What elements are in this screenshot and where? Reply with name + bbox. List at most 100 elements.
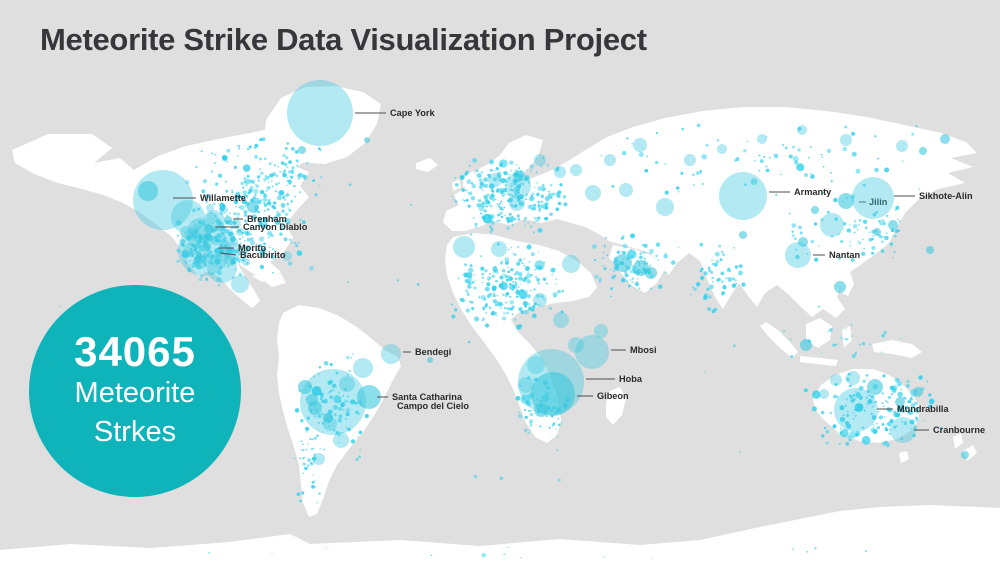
meteorite-circle-cranbourne[interactable] <box>890 417 916 443</box>
meteorite-label-bacubirito[interactable]: Bacubirito <box>240 250 286 260</box>
strike-dot <box>514 173 519 178</box>
strike-dot <box>228 212 231 215</box>
meteorite-label-cranbourne[interactable]: Cranbourne <box>933 425 985 435</box>
strike-dot <box>622 243 628 249</box>
meteorite-circle-bacubirito[interactable] <box>194 255 202 263</box>
strike-dot <box>884 167 890 173</box>
strike-dot <box>657 259 660 261</box>
strike-dot <box>636 278 639 280</box>
meteorite-circle-sikhote-alin[interactable] <box>852 177 894 219</box>
meteorite-circle-gibeon[interactable] <box>531 372 575 416</box>
strike-dot <box>451 314 456 319</box>
strike-dot <box>895 205 900 210</box>
strike-dot <box>512 179 514 181</box>
strike-dot <box>725 276 728 280</box>
meteorite-label-jilin[interactable]: Jilin <box>869 197 888 207</box>
strike-dot <box>871 245 876 251</box>
strike-dot <box>492 177 498 182</box>
meteorite-circle-canyon-diablo[interactable] <box>204 224 214 234</box>
meteorite-label-sikhote-alin[interactable]: Sikhote-Alin <box>919 191 973 201</box>
strike-dot <box>542 156 544 159</box>
strike-dot <box>335 431 340 435</box>
meteorite-circle-jilin[interactable] <box>838 193 854 209</box>
strike-dot <box>865 396 869 399</box>
meteorite-label-armanty[interactable]: Armanty <box>794 187 832 197</box>
strike-dot <box>223 237 226 239</box>
strike-dot <box>245 184 248 187</box>
strike-dot <box>191 233 195 238</box>
meteorite-circle-santa-catharina[interactable] <box>357 385 381 409</box>
strike-dot <box>844 404 847 407</box>
meteorite-label-willamette[interactable]: Willamette <box>200 193 246 203</box>
meteorite-circle-nantan[interactable] <box>785 242 811 268</box>
strike-dot <box>490 220 495 226</box>
strike-dot <box>467 341 471 344</box>
meteorite-circle-brenham[interactable] <box>224 216 232 224</box>
strike-dot <box>316 434 319 438</box>
strike-dot <box>59 306 62 308</box>
meteorite-label-cape-york[interactable]: Cape York <box>390 108 435 118</box>
meteorite-circle-bendegi[interactable] <box>381 344 401 364</box>
meteorite-circle-armanty[interactable] <box>719 172 767 220</box>
strike-dot <box>851 131 856 136</box>
strike-dot <box>517 191 520 195</box>
strike-dot <box>611 184 615 188</box>
meteorite-circle-mbosi[interactable] <box>575 335 609 369</box>
strike-dot <box>175 220 182 226</box>
strike-dot <box>533 288 536 291</box>
strike-bubble <box>656 198 674 216</box>
strike-bubble <box>313 453 325 465</box>
meteorite-circle-mundrabilla[interactable] <box>834 388 878 432</box>
meteorite-label-nantan[interactable]: Nantan <box>829 250 861 260</box>
meteorite-label-hoba[interactable]: Hoba <box>619 374 643 384</box>
meteorite-circle-campo-del-cielo[interactable] <box>300 369 366 435</box>
meteorite-label-mbosi[interactable]: Mbosi <box>630 345 657 355</box>
strike-dot <box>904 397 907 400</box>
strike-dot <box>562 195 567 199</box>
strike-dot <box>257 217 261 221</box>
meteorite-label-campo-del-cielo[interactable]: Campo del Cielo <box>397 401 469 411</box>
strike-dot <box>313 461 315 463</box>
strike-dot <box>794 237 797 240</box>
meteorite-label-gibeon[interactable]: Gibeon <box>597 391 629 401</box>
strike-dot <box>219 235 223 238</box>
strike-dot <box>262 197 267 202</box>
strike-dot <box>620 277 626 283</box>
strike-dot <box>826 191 829 193</box>
meteorite-label-bendegi[interactable]: Bendegi <box>415 347 451 357</box>
strike-dot <box>496 203 499 205</box>
strike-dot <box>327 409 333 415</box>
strike-dot <box>512 252 515 255</box>
strike-dot <box>843 255 846 258</box>
strike-dot <box>795 248 798 251</box>
strike-dot <box>314 193 318 197</box>
strike-dot <box>851 399 854 402</box>
strike-dot <box>855 392 861 397</box>
meteorite-label-santa-catharina[interactable]: Santa Catharina <box>392 392 463 402</box>
meteorite-label-canyon-diablo[interactable]: Canyon Diablo <box>243 222 308 232</box>
meteorite-label-brenham[interactable]: Brenham <box>247 214 287 224</box>
meteorite-label-morito[interactable]: Morito <box>238 243 266 253</box>
meteorite-label-mundrabilla[interactable]: Mundrabilla <box>897 404 949 414</box>
meteorite-circle-cape-york[interactable] <box>287 80 353 146</box>
strike-dot <box>620 236 624 240</box>
strike-dot <box>548 426 551 429</box>
strike-dot <box>300 440 303 443</box>
meteorite-circle-morito[interactable] <box>178 224 230 276</box>
strike-dot <box>265 175 267 178</box>
strike-dot <box>511 313 514 316</box>
strike-dot <box>531 192 535 196</box>
strike-dot <box>259 157 263 161</box>
strike-dot <box>711 259 713 262</box>
strike-bubble <box>188 218 212 242</box>
strike-dot <box>594 274 599 279</box>
strike-dot <box>845 337 849 341</box>
strike-dot <box>462 199 465 201</box>
strike-dot <box>918 375 923 380</box>
strike-dot <box>312 459 315 461</box>
strike-dot <box>884 428 889 432</box>
strike-dot <box>735 282 738 285</box>
strike-dot <box>858 343 862 346</box>
strike-dot <box>498 187 504 193</box>
meteorite-circle-willamette[interactable] <box>133 170 193 230</box>
